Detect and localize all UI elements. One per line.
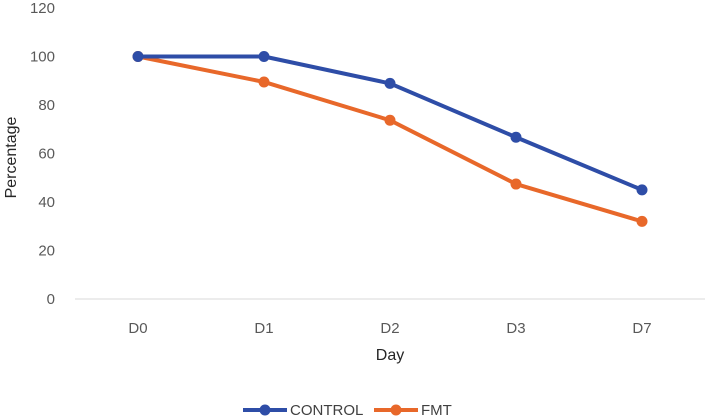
y-tick-label: 40 — [38, 194, 55, 211]
y-tick-label: 100 — [30, 49, 55, 66]
data-point-fmt-d7 — [636, 215, 648, 227]
x-tick-label-d2: D2 — [380, 320, 399, 337]
y-axis-ticks: 0 20 40 60 80 100 120 — [30, 0, 55, 308]
data-point-fmt-d2 — [384, 114, 396, 126]
y-axis-title: Percentage — [3, 116, 20, 198]
legend-swatch-marker — [259, 404, 271, 416]
data-point-control-d2 — [384, 77, 396, 89]
x-axis-title: Day — [376, 347, 404, 364]
x-tick-label-d0: D0 — [128, 320, 147, 337]
series-fmt — [132, 51, 648, 227]
x-tick-label-d7: D7 — [632, 320, 651, 337]
data-point-control-d3 — [510, 131, 522, 143]
legend-label-control: CONTROL — [290, 402, 363, 419]
data-point-control-d7 — [636, 184, 648, 196]
series-layer — [132, 51, 648, 227]
data-point-control-d1 — [258, 51, 270, 62]
legend-swatch-marker — [390, 404, 402, 416]
y-tick-label: 20 — [38, 243, 55, 260]
data-point-fmt-d3 — [510, 178, 522, 190]
data-point-control-d0 — [132, 51, 144, 62]
x-axis-ticks: D0 D1 D2 D3 D7 — [128, 320, 651, 337]
legend-label-fmt: FMT — [421, 402, 452, 419]
legend: CONTROL FMT — [243, 402, 452, 419]
y-tick-label: 80 — [38, 97, 55, 114]
legend-item-fmt: FMT — [374, 402, 452, 419]
x-tick-label-d1: D1 — [254, 320, 273, 337]
y-tick-label: 0 — [47, 291, 55, 308]
series-control — [132, 51, 648, 196]
x-tick-label-d3: D3 — [506, 320, 525, 337]
legend-item-control: CONTROL — [243, 402, 363, 419]
y-tick-label: 120 — [30, 0, 55, 17]
data-point-fmt-d1 — [258, 76, 270, 88]
y-tick-label: 60 — [38, 146, 55, 163]
